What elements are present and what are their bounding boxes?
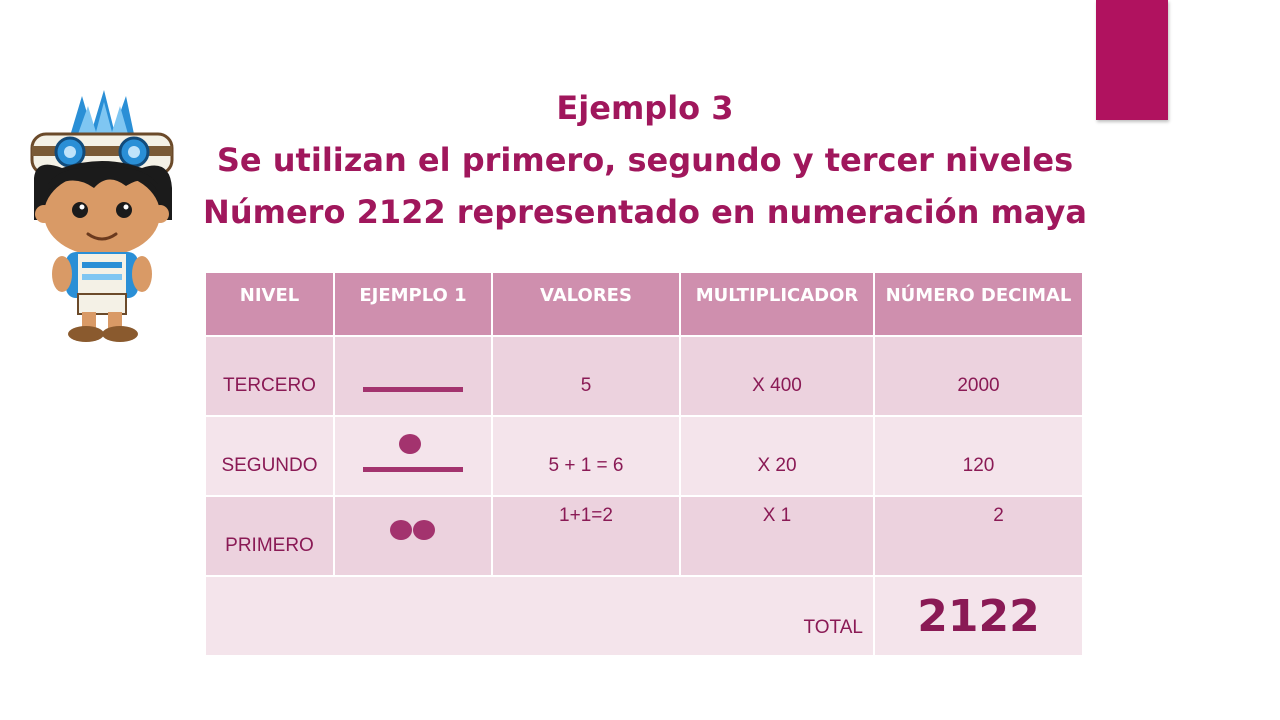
title-line-2: Se utilizan el primero, segundo y tercer…	[216, 141, 1074, 179]
title-line-3: Número 2122 representado en numeración m…	[203, 193, 1087, 231]
multiplicador-cell: X 400	[679, 335, 875, 417]
header-nivel: NIVEL	[204, 271, 335, 337]
decimal-cell: 120	[873, 415, 1084, 497]
aztec-boy-mascot-icon	[30, 90, 174, 342]
header-multiplicador: MULTIPLICADOR	[679, 271, 875, 337]
maya-bar-glyph-icon	[363, 387, 463, 392]
table-header-row: NIVEL EJEMPLO 1 VALORES MULTIPLICADOR NÚ…	[204, 271, 1084, 337]
table-row: SEGUNDO 5 + 1 = 6 X 20 120	[204, 415, 1084, 497]
slide-title: Ejemplo 3 Se utilizan el primero, segund…	[200, 82, 1090, 238]
header-decimal: NÚMERO DECIMAL	[873, 271, 1084, 337]
multiplicador-cell: X 1	[679, 495, 875, 577]
nivel-cell: TERCERO	[204, 335, 335, 417]
decimal-cell: 2000	[873, 335, 1084, 417]
valores-cell: 5	[491, 335, 681, 417]
nivel-cell: SEGUNDO	[204, 415, 335, 497]
total-value: 2122	[873, 575, 1084, 657]
maya-dot-over-bar-glyph-icon	[363, 434, 463, 472]
maya-glyph-cell	[333, 495, 493, 577]
header-ejemplo: EJEMPLO 1	[333, 271, 493, 337]
maya-glyph-cell	[333, 335, 493, 417]
table-row: TERCERO 5 X 400 2000	[204, 335, 1084, 417]
total-label: TOTAL	[204, 575, 875, 657]
total-row: TOTAL 2122	[204, 575, 1084, 657]
valores-cell: 5 + 1 = 6	[491, 415, 681, 497]
header-valores: VALORES	[491, 271, 681, 337]
title-line-1: Ejemplo 3	[556, 89, 734, 127]
table-row: PRIMERO 1+1=2 X 1 2	[204, 495, 1084, 577]
accent-bar	[1096, 0, 1168, 120]
decimal-cell: 2	[873, 495, 1084, 577]
nivel-cell: PRIMERO	[204, 495, 335, 577]
maya-two-dots-glyph-icon	[390, 520, 435, 540]
valores-cell: 1+1=2	[491, 495, 681, 577]
maya-glyph-cell	[333, 415, 493, 497]
maya-numeral-table: NIVEL EJEMPLO 1 VALORES MULTIPLICADOR NÚ…	[204, 271, 1084, 657]
multiplicador-cell: X 20	[679, 415, 875, 497]
